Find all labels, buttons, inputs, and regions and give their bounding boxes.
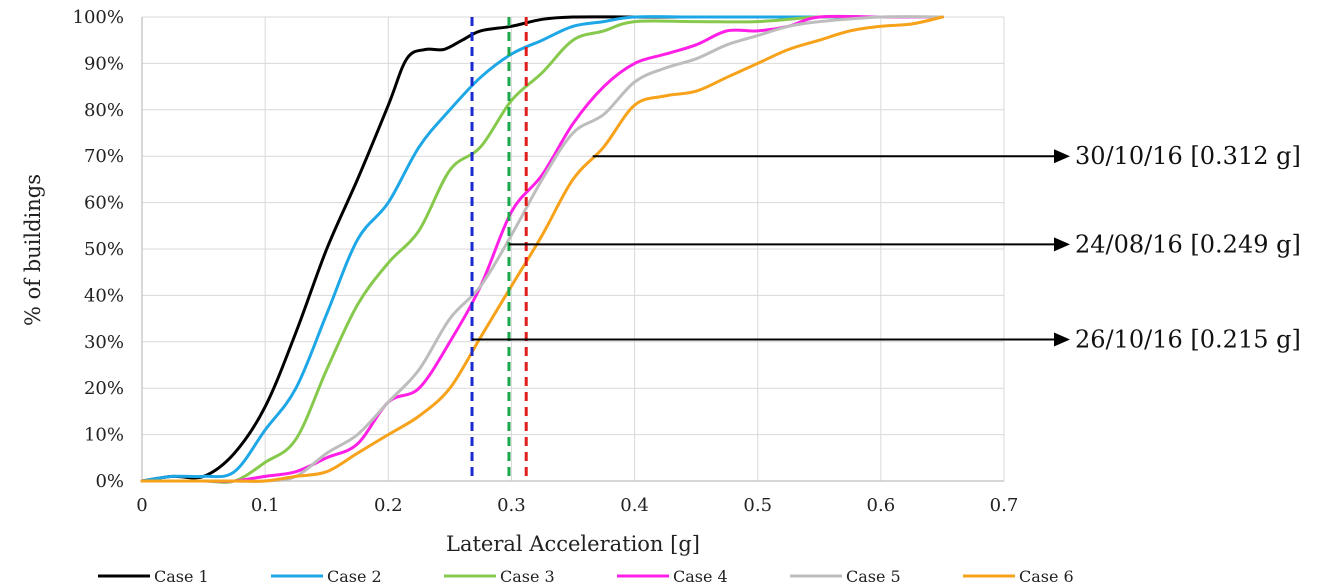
y-tick-label: 0% xyxy=(95,471,124,492)
y-tick-label: 60% xyxy=(84,193,124,214)
annotation-arrow-head xyxy=(1054,237,1070,252)
y-tick-label: 20% xyxy=(84,378,124,399)
legend-label: Case 4 xyxy=(673,567,728,586)
annotation-arrow-head xyxy=(1054,332,1070,347)
y-tick-label: 50% xyxy=(84,239,124,260)
x-tick-label: 0.2 xyxy=(374,495,403,516)
y-tick-label: 90% xyxy=(84,53,124,74)
annotation-label: 26/10/16 [0.215 g] xyxy=(1075,325,1301,353)
x-tick-label: 0.5 xyxy=(743,495,772,516)
y-tick-label: 40% xyxy=(84,285,124,306)
x-tick-label: 0.6 xyxy=(867,495,896,516)
y-axis-label: % of buildings xyxy=(21,174,45,326)
y-tick-label: 100% xyxy=(73,7,124,28)
annotation-arrow-head xyxy=(1054,149,1070,164)
legend-label: Case 2 xyxy=(327,567,382,586)
legend-label: Case 6 xyxy=(1019,567,1074,586)
series-line-case-6 xyxy=(140,15,944,483)
annotation-label: 24/08/16 [0.249 g] xyxy=(1075,230,1301,258)
legend: Case 1 Case 2 Case 3 Case 4 Case 5 Case 6 xyxy=(98,567,1074,586)
series-line-case-4 xyxy=(140,14,944,483)
x-tick-label: 0.3 xyxy=(497,495,526,516)
y-tick-label: 10% xyxy=(84,425,124,446)
x-axis-label: Lateral Acceleration [g] xyxy=(446,532,700,556)
series-line-case-2 xyxy=(140,15,944,483)
y-tick-label: 80% xyxy=(84,100,124,121)
x-tick-label: 0.4 xyxy=(620,495,649,516)
series-line-case-3 xyxy=(140,15,944,484)
x-tick-label: 0 xyxy=(136,495,147,516)
x-tick-label: 0.1 xyxy=(251,495,280,516)
legend-label: Case 1 xyxy=(154,567,209,586)
y-tick-label: 70% xyxy=(84,146,124,167)
y-tick-label: 30% xyxy=(84,332,124,353)
reference-lines xyxy=(470,17,528,481)
series-lines xyxy=(140,14,944,484)
legend-label: Case 5 xyxy=(846,567,901,586)
annotations: 30/10/16 [0.312 g] 24/08/16 [0.249 g] 26/1… xyxy=(472,142,1301,353)
annotation-label: 30/10/16 [0.312 g] xyxy=(1075,142,1301,170)
grid xyxy=(141,16,1005,482)
legend-label: Case 3 xyxy=(500,567,555,586)
axes: 0% 10% 20% 30% 40% 50% 60% 70% 80% 90% 100% 0 0.1 0.2… xyxy=(73,7,1019,516)
x-tick-label: 0.7 xyxy=(990,495,1019,516)
